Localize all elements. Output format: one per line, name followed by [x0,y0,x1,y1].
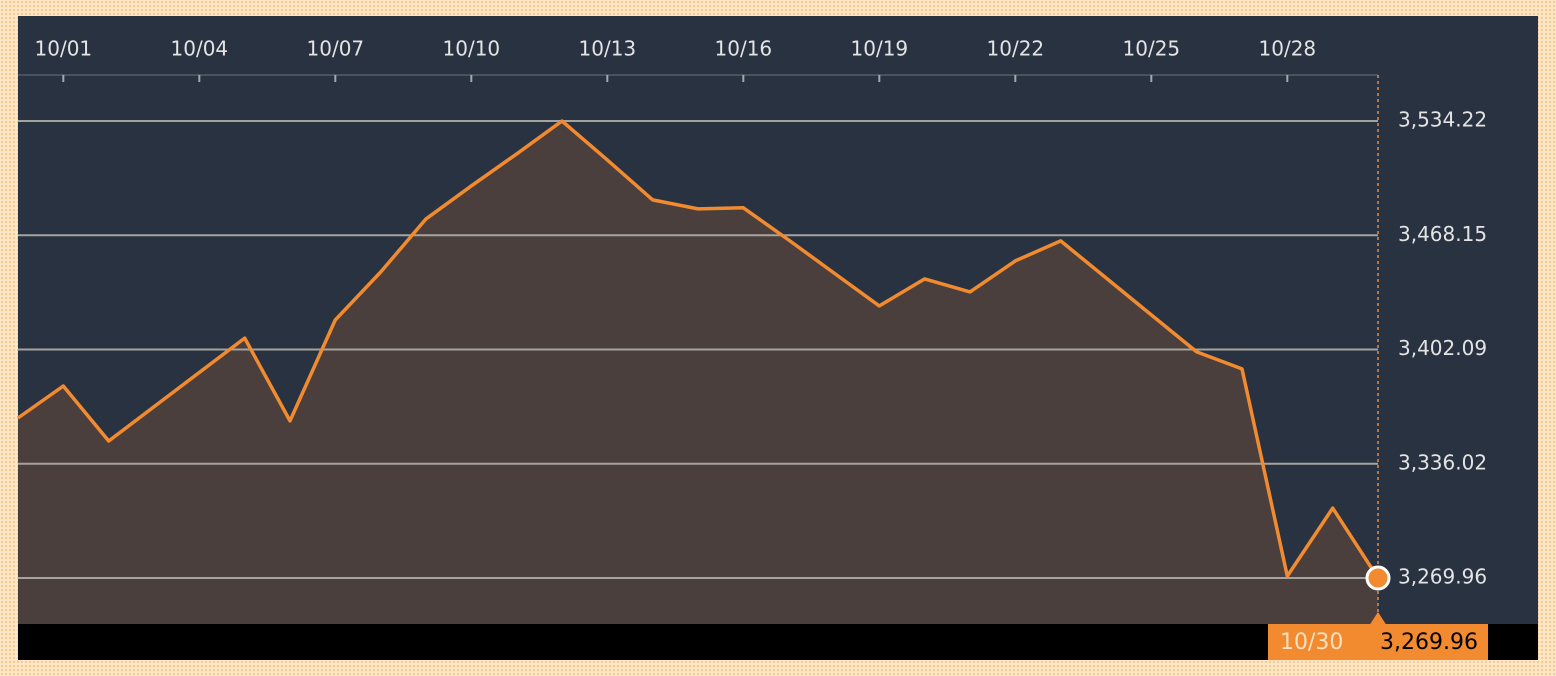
x-tick-label: 10/01 [35,37,93,61]
x-tick-label: 10/19 [851,37,909,61]
y-tick-label: 3,336.02 [1398,450,1487,474]
x-tick-label: 10/10 [443,37,501,61]
x-tick-label: 10/22 [987,37,1045,61]
x-tick-label: 10/07 [307,37,365,61]
line [16,119,1380,580]
marker-pointer [1369,612,1387,626]
marker-box [1268,624,1488,660]
marker-date: 10/30 [1280,630,1343,655]
y-tick-label: 3,269.96 [1398,565,1487,589]
y-tick-label: 3,468.15 [1398,222,1487,246]
x-tick-label: 10/28 [1259,37,1317,61]
x-tick-label: 10/25 [1123,37,1181,61]
y-tick-label: 3,534.22 [1398,107,1487,131]
x-tick-label: 10/04 [171,37,229,61]
x-tick-label: 10/13 [579,37,637,61]
area [18,121,1378,624]
marker-value: 3,269.96 [1380,630,1478,655]
y-tick-label: 3,402.09 [1398,336,1487,360]
x-tick-label: 10/16 [715,37,773,61]
last-point [1365,565,1391,591]
